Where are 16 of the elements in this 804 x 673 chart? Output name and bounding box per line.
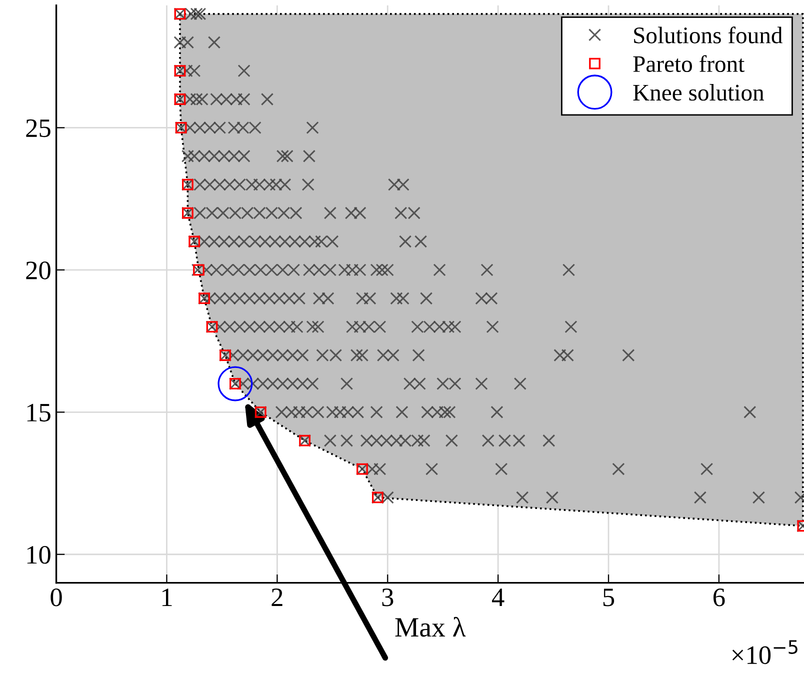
x-tick-label: 2 (272, 588, 282, 606)
y-tick-label: 25 (26, 119, 50, 138)
x-tick-label: 5 (603, 588, 614, 606)
y-tick-label: 20 (26, 262, 50, 280)
x-tick-label: 3 (382, 588, 394, 606)
legend-label: Solutions found (634, 26, 782, 44)
text: ×10$^{−5}$ (732, 640, 798, 664)
legend-label: Pareto front (633, 55, 745, 72)
x-tick-label: 4 (492, 588, 504, 606)
x-tick-label: 0 (50, 588, 62, 606)
x-tick-label: 1 (162, 588, 172, 606)
x-axis-title: Max λ (395, 616, 466, 637)
legend-label: Knee solution (633, 84, 764, 101)
y-tick-label: 10 (27, 546, 50, 564)
y-tick-label: 15 (27, 404, 50, 422)
x-tick-label: 6 (713, 588, 725, 606)
